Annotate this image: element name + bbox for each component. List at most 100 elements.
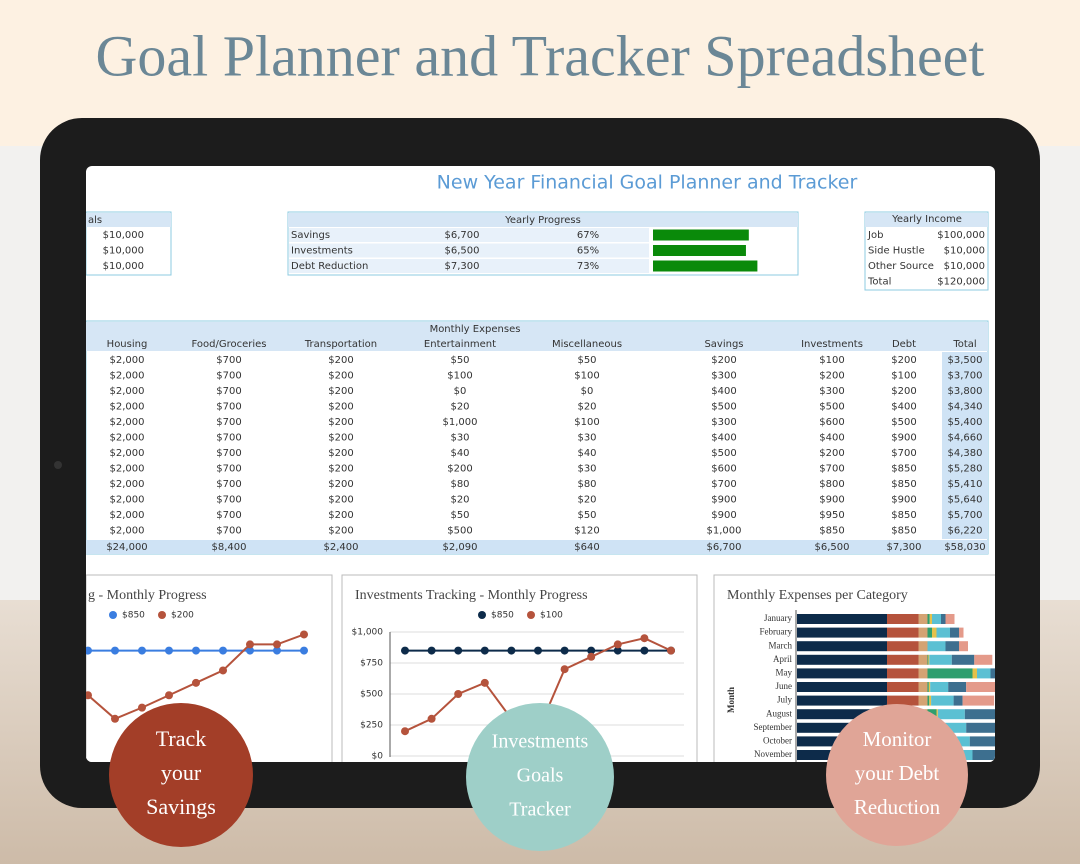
- cell: $2,000: [110, 371, 145, 382]
- point: [640, 634, 649, 643]
- badge: [109, 703, 253, 847]
- bar-segment: [927, 668, 973, 679]
- progress-bar: [653, 245, 746, 256]
- cell: $100: [447, 371, 472, 382]
- cell: $5,700: [948, 510, 983, 521]
- y-tick-label: $0: [372, 752, 384, 762]
- cell: $20: [577, 495, 596, 506]
- row-bg: [289, 243, 649, 258]
- point: [534, 646, 542, 655]
- bar-segment: [953, 695, 963, 706]
- bar-segment: [950, 627, 959, 638]
- point: [192, 646, 200, 655]
- cell: $200: [891, 355, 916, 366]
- bar-segment: [918, 627, 928, 638]
- bar-segment: [990, 668, 995, 679]
- cell: $200: [328, 510, 353, 521]
- total-cell: $2,090: [443, 542, 478, 553]
- badge-text: Monitor: [863, 727, 932, 751]
- point: [427, 714, 436, 723]
- bar-segment: [927, 614, 930, 624]
- cell: $200: [447, 464, 472, 475]
- column-header: Savings: [704, 339, 743, 350]
- bar-segment: [887, 668, 919, 679]
- cell: $5,280: [948, 464, 983, 475]
- y-tick-label: $1,000: [352, 628, 384, 638]
- cell: $700: [216, 417, 241, 428]
- cell: $700: [216, 510, 241, 521]
- cell: $800: [819, 479, 844, 490]
- legend-marker: [109, 611, 117, 619]
- table-header-bg: [86, 213, 171, 227]
- y-tick-label: October: [763, 735, 792, 745]
- cell: $500: [711, 402, 736, 413]
- bar-segment: [936, 627, 950, 638]
- total-cell: $6,500: [815, 542, 850, 553]
- cell: $50: [450, 355, 469, 366]
- cell: $2,000: [110, 526, 145, 537]
- cell: $30: [577, 433, 596, 444]
- legend-marker: [158, 611, 166, 619]
- point: [587, 646, 596, 655]
- point: [192, 678, 200, 687]
- bar-segment: [934, 722, 967, 733]
- cell: $700: [216, 371, 241, 382]
- cell: $700: [891, 448, 916, 459]
- cell: $20: [450, 495, 469, 506]
- y-tick-label: March: [769, 640, 793, 650]
- cell: $200: [819, 448, 844, 459]
- cell: $2,000: [110, 386, 145, 397]
- chart: g - Monthly Progress $850 $200: [86, 588, 308, 723]
- badge-text: Reduction: [854, 795, 941, 819]
- cell: $200: [328, 402, 353, 413]
- y-tick-label: July: [777, 695, 793, 705]
- point: [640, 646, 649, 655]
- cell: $300: [819, 386, 844, 397]
- bar-segment: [931, 695, 954, 706]
- column-header: Total: [952, 339, 976, 350]
- cell: $7,300: [445, 261, 480, 272]
- cell: $600: [819, 417, 844, 428]
- bar-segment: [932, 627, 937, 638]
- cell: $2,000: [110, 402, 145, 413]
- bar-segment: [928, 654, 930, 665]
- badge-text: Tracker: [509, 799, 571, 821]
- cell: $200: [819, 371, 844, 382]
- cell: $700: [216, 433, 241, 444]
- cell: $2,000: [110, 417, 145, 428]
- bar-segment: [918, 614, 928, 624]
- bar-segment: [945, 614, 955, 624]
- cell: $20: [450, 402, 469, 413]
- badge-text: Goals: [517, 765, 564, 787]
- cell: $900: [711, 510, 736, 521]
- cell: Savings: [291, 230, 330, 241]
- cell: $2,000: [110, 479, 145, 490]
- cell: $4,340: [948, 402, 983, 413]
- point: [560, 646, 569, 655]
- point: [300, 630, 308, 639]
- cell: $500: [447, 526, 472, 537]
- row-bg: [289, 259, 649, 273]
- cell: $80: [577, 479, 596, 490]
- cell: $300: [711, 417, 736, 428]
- table-header: Monthly Expenses: [430, 324, 521, 335]
- cell: $200: [328, 371, 353, 382]
- bar-segment: [945, 641, 959, 652]
- point: [246, 640, 254, 649]
- point: [587, 652, 596, 661]
- cell: $30: [450, 433, 469, 444]
- point: [560, 665, 569, 674]
- table-header: Yearly Progress: [504, 215, 581, 226]
- cell: $2,000: [110, 510, 145, 521]
- bar-segment: [797, 668, 887, 679]
- point: [246, 646, 254, 655]
- bar-segment: [797, 614, 887, 624]
- chart-title: Investments Tracking - Monthly Progress: [355, 588, 588, 603]
- bar-segment: [797, 641, 887, 652]
- cell: $20: [577, 402, 596, 413]
- y-axis-label: Month: [726, 687, 736, 713]
- cell: $400: [711, 433, 736, 444]
- bar-segment: [937, 709, 965, 720]
- point: [480, 678, 489, 687]
